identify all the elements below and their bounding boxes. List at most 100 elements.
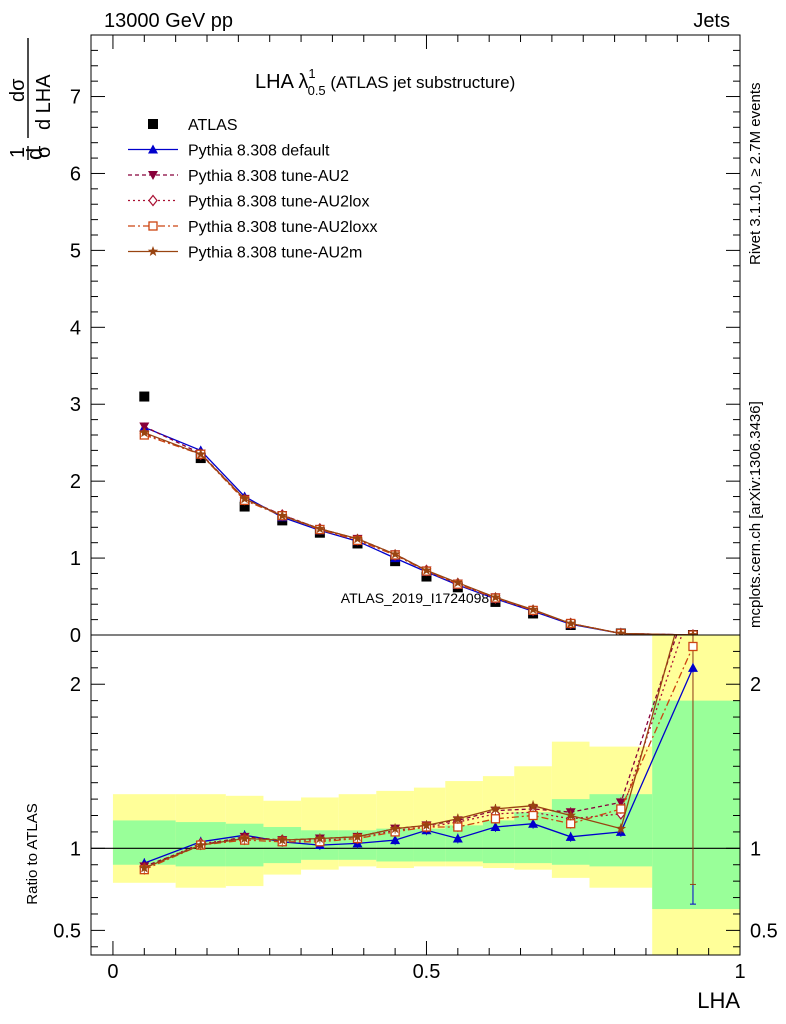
ratio-y-axis-label: Ratio to ATLAS xyxy=(24,803,41,904)
main-y-tick-label: 1 xyxy=(70,548,81,570)
uncertainty-band-inner xyxy=(445,825,483,862)
rivet-version-label: Rivet 3.1.10, ≥ 2.7M events xyxy=(747,83,764,266)
main-line-pythia-8-308-tune-au2m xyxy=(144,432,694,635)
legend-label: Pythia 8.308 tune-AU2loxx xyxy=(188,219,377,236)
ratio-point-pythia-8-308-tune-au2m xyxy=(452,813,464,824)
ratio-point-pythia-8-308-default xyxy=(565,831,576,841)
title-suffix: (ATLAS jet substructure) xyxy=(326,73,516,92)
main-y-tick-label: 6 xyxy=(70,163,81,185)
main-line-pythia-8-308-default xyxy=(144,426,694,635)
ratio-point-pythia-8-308-tune-au2loxx xyxy=(490,814,501,824)
legend: ATLAS Pythia 8.308 default Pythia 8.308 tu… xyxy=(128,117,377,262)
main-point-pythia-8-308-tune-au2m xyxy=(352,533,363,544)
ratio-line-pythia-8-308-default xyxy=(144,667,694,864)
legend-label: Pythia 8.308 default xyxy=(188,143,330,160)
legend-marker xyxy=(148,171,158,180)
svg-text:1: 1 xyxy=(7,147,29,158)
legend-label: Pythia 8.308 tune-AU2lox xyxy=(188,194,369,211)
main-point-pythia-8-308-tune-au2m xyxy=(527,604,539,615)
legend-marker xyxy=(148,119,158,129)
main-point-pythia-8-308-tune-au2m xyxy=(421,564,432,575)
ratio-point-pythia-8-308-default xyxy=(452,833,463,843)
main-point-pythia-8-308-tune-au2m xyxy=(239,493,250,504)
uncertainty-band-inner xyxy=(112,820,176,865)
legend-label: Pythia 8.308 tune-AU2m xyxy=(188,245,362,262)
ratio-y-tick-label-left: 1 xyxy=(70,838,81,860)
ratio-point-pythia-8-308-tune-au2m xyxy=(389,823,401,834)
ratio-point-pythia-8-308-tune-au2loxx xyxy=(688,641,698,652)
main-point-pythia-8-308-tune-au2m xyxy=(687,629,699,635)
ratio-point-pythia-8-308-tune-au2 xyxy=(615,798,626,808)
main-y-tick-label: 0 xyxy=(70,625,81,647)
mcplots-label: mcplots.cern.ch [arXiv:1306.3436] xyxy=(747,401,764,628)
legend-marker xyxy=(147,246,159,256)
main-point-pythia-8-308-tune-au2m xyxy=(452,577,464,588)
x-axis-label: LHA xyxy=(697,988,740,1013)
watermark-label: ATLAS_2019_I1724098 xyxy=(341,590,490,606)
svg-text:σ: σ xyxy=(33,145,55,158)
ratio-point-pythia-8-308-tune-au2m xyxy=(421,819,432,830)
uncertainty-band-inner xyxy=(482,820,515,864)
main-y-axis-label: d 1 σ dσ d LHA xyxy=(7,38,55,160)
title-sup: 1 xyxy=(308,66,315,81)
legend-marker xyxy=(148,221,158,231)
ratio-point-pythia-8-308-default xyxy=(528,818,539,828)
ratio-y-tick-label-left: 2 xyxy=(70,674,81,696)
header-right-label: Jets xyxy=(693,10,730,32)
ratio-point-pythia-8-308-tune-au2m xyxy=(688,564,698,574)
main-point-pythia-8-308-tune-au2m xyxy=(615,627,627,635)
main-point-pythia-8-308-tune-au2m xyxy=(490,591,501,602)
ratio-point-pythia-8-308-default xyxy=(390,835,401,845)
ratio-point-pythia-8-308-tune-au2m xyxy=(139,862,150,873)
main-point-pythia-8-308-tune-au2 xyxy=(139,422,150,432)
ratio-point-pythia-8-308-tune-au2m xyxy=(195,839,206,850)
ratio-point-pythia-8-308-tune-au2m xyxy=(565,810,576,820)
main-point-pythia-8-308-tune-au2m xyxy=(565,617,576,628)
ratio-y-tick-label-right: 0.5 xyxy=(750,920,778,942)
main-y-tick-label: 5 xyxy=(70,240,81,262)
main-point-pythia-8-308-tune-au2m xyxy=(195,448,206,459)
svg-text:d LHA: d LHA xyxy=(33,74,55,130)
legend-label: Pythia 8.308 tune-AU2 xyxy=(188,168,349,185)
header-left-label: 13000 GeV pp xyxy=(104,10,233,32)
main-point-pythia-8-308-tune-au2m xyxy=(139,427,150,438)
main-plot-title: LHA λ1 0.5 (ATLAS jet substructure) xyxy=(255,66,515,98)
main-y-tick-label: 4 xyxy=(70,317,81,339)
main-y-tick-label: 3 xyxy=(70,394,81,416)
ratio-plot-frame xyxy=(90,634,741,956)
x-tick-label: 0 xyxy=(107,961,118,983)
x-tick-label: 1 xyxy=(734,961,745,983)
x-tick-label: 0.5 xyxy=(413,961,441,983)
ratio-point-pythia-8-308-tune-au2loxx xyxy=(566,819,576,829)
ratio-y-tick-label-right: 2 xyxy=(750,674,761,696)
main-point-atlas xyxy=(421,571,432,582)
legend-label: ATLAS xyxy=(188,117,238,134)
ratio-point-pythia-8-308-tune-au2loxx xyxy=(616,804,626,814)
ratio-point-pythia-8-308-default xyxy=(687,662,698,672)
main-y-tick-label: 7 xyxy=(70,87,81,109)
ratio-line-pythia-8-308-tune-au2 xyxy=(144,635,678,868)
svg-text:dσ: dσ xyxy=(7,78,29,102)
ratio-point-pythia-8-308-tune-au2m xyxy=(615,823,627,834)
ratio-point-pythia-8-308-default xyxy=(490,822,501,831)
ratio-point-pythia-8-308-tune-au2m xyxy=(239,832,250,843)
main-point-pythia-8-308-tune-au2m xyxy=(389,548,401,559)
ratio-y-tick-label-left: 0.5 xyxy=(53,920,81,942)
ratio-point-pythia-8-308-tune-au2m xyxy=(277,834,288,845)
ratio-point-pythia-8-308-tune-au2m xyxy=(352,831,363,842)
uncertainty-band-inner xyxy=(652,700,740,910)
title-main: LHA λ xyxy=(255,71,308,93)
ratio-y-tick-label-right: 1 xyxy=(750,838,761,860)
main-point-pythia-8-308-tune-au2m xyxy=(277,510,288,521)
ratio-point-pythia-8-308-tune-au2m xyxy=(314,832,326,843)
ratio-line-pythia-8-308-tune-au2m xyxy=(144,635,676,869)
legend-marker xyxy=(148,144,158,154)
main-point-atlas xyxy=(139,391,150,402)
ratio-point-pythia-8-308-tune-au2lox xyxy=(689,597,697,607)
title-sub: 0.5 xyxy=(308,83,326,98)
ratio-point-pythia-8-308-tune-au2loxx xyxy=(453,822,463,832)
ratio-point-pythia-8-308-tune-au2 xyxy=(688,582,698,591)
ratio-point-pythia-8-308-tune-au2m xyxy=(490,803,501,814)
ratio-point-pythia-8-308-tune-au2m xyxy=(527,800,539,811)
